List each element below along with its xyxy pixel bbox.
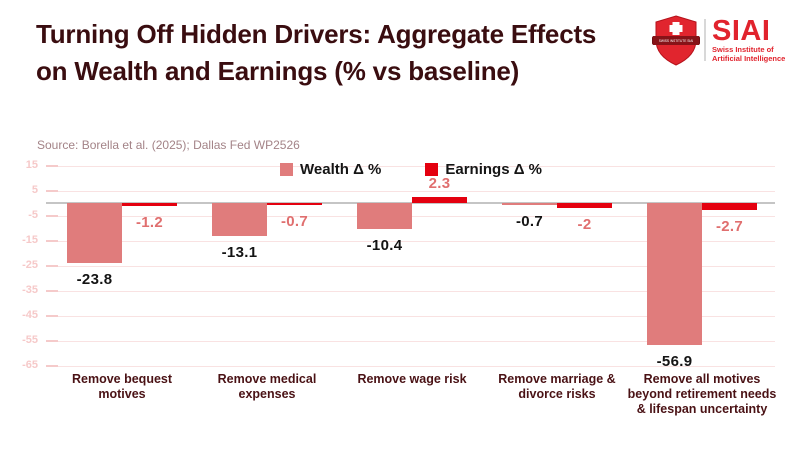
gridline xyxy=(58,290,775,292)
y-tick-label: -15 xyxy=(22,233,38,246)
bar-value-label: -13.1 xyxy=(221,243,258,261)
legend-label-wealth: Wealth Δ % xyxy=(300,161,382,178)
bar-value-label: -2 xyxy=(577,216,592,233)
x-category-label: Remove bequest motives xyxy=(71,372,173,401)
wealth-bar xyxy=(212,203,267,236)
y-tick-label: -5 xyxy=(28,208,38,221)
y-axis-tick xyxy=(46,290,58,292)
y-axis-tick xyxy=(46,190,58,192)
x-category-label: Remove wage risk xyxy=(357,372,467,386)
y-axis-tick xyxy=(46,365,58,367)
y-axis-tick xyxy=(46,165,58,167)
earnings-swatch-icon xyxy=(425,163,439,176)
bar-value-label: 2.3 xyxy=(428,175,451,193)
siai-logo-text: SIAI Swiss Institute of Artificial Intel… xyxy=(712,15,786,64)
y-axis-tick xyxy=(46,315,58,317)
y-tick-label: -25 xyxy=(22,258,38,271)
legend-item-earnings: Earnings Δ % xyxy=(425,161,542,178)
y-axis-tick xyxy=(46,215,58,217)
bar-value-label: -10.4 xyxy=(366,237,403,254)
bar-value-label: -56.9 xyxy=(656,353,693,371)
earnings-bar xyxy=(702,203,757,210)
y-tick-label: 5 xyxy=(31,183,38,196)
gridline xyxy=(58,240,775,242)
gridline xyxy=(58,215,775,217)
wealth-bar xyxy=(502,203,557,205)
earnings-bar xyxy=(412,197,467,203)
bar-value-label: -23.8 xyxy=(76,270,113,288)
page-title: Turning Off Hidden Drivers: Aggregate Ef… xyxy=(36,19,597,86)
legend: Wealth Δ % Earnings Δ % xyxy=(46,161,776,178)
wealth-bar xyxy=(67,203,122,263)
earnings-bar xyxy=(557,203,612,208)
y-tick-label: -65 xyxy=(22,358,38,371)
siai-brand-name: SIAI xyxy=(712,15,771,47)
y-tick-label: 15 xyxy=(25,158,38,171)
gridline xyxy=(58,365,775,367)
legend-label-earnings: Earnings Δ % xyxy=(445,161,542,178)
logo-divider xyxy=(704,19,706,61)
svg-text:SWISS INSTITUTE SIAI: SWISS INSTITUTE SIAI xyxy=(659,39,694,43)
wealth-bar xyxy=(647,203,702,346)
x-category-label: Remove all motives beyond retirement nee… xyxy=(627,372,777,416)
source-note: Source: Borella et al. (2025); Dallas Fe… xyxy=(37,138,300,152)
siai-subtitle-line1: Swiss Institute of xyxy=(712,45,774,54)
bar-value-label: -0.7 xyxy=(515,212,544,230)
gridline xyxy=(58,190,775,192)
y-tick-label: -55 xyxy=(22,333,38,346)
y-tick-label: -35 xyxy=(22,283,38,296)
y-tick-label: -45 xyxy=(22,308,38,321)
gridline xyxy=(58,315,775,317)
bar-value-label: -1.2 xyxy=(135,214,164,231)
siai-subtitle-line2: Artificial Intelligence xyxy=(712,54,786,63)
y-axis-tick xyxy=(46,240,58,242)
y-axis-tick xyxy=(46,340,58,342)
y-axis-tick xyxy=(46,265,58,267)
x-category-label: Remove medical expenses xyxy=(217,372,317,401)
siai-logo: SWISS INSTITUTE SIAI SIAI Swiss Institut… xyxy=(652,13,792,67)
earnings-bar xyxy=(122,203,177,206)
earnings-bar xyxy=(267,203,322,205)
legend-item-wealth: Wealth Δ % xyxy=(280,161,381,178)
wealth-bar xyxy=(357,203,412,229)
x-category-label: Remove marriage & divorce risks xyxy=(498,372,616,401)
wealth-swatch-icon xyxy=(280,163,293,176)
bar-value-label: -0.7 xyxy=(280,212,309,230)
bar-value-label: -2.7 xyxy=(715,217,744,235)
gridline xyxy=(58,340,775,342)
gridline xyxy=(58,165,775,167)
siai-shield-icon: SWISS INSTITUTE SIAI xyxy=(652,15,700,66)
gridline xyxy=(58,265,775,267)
